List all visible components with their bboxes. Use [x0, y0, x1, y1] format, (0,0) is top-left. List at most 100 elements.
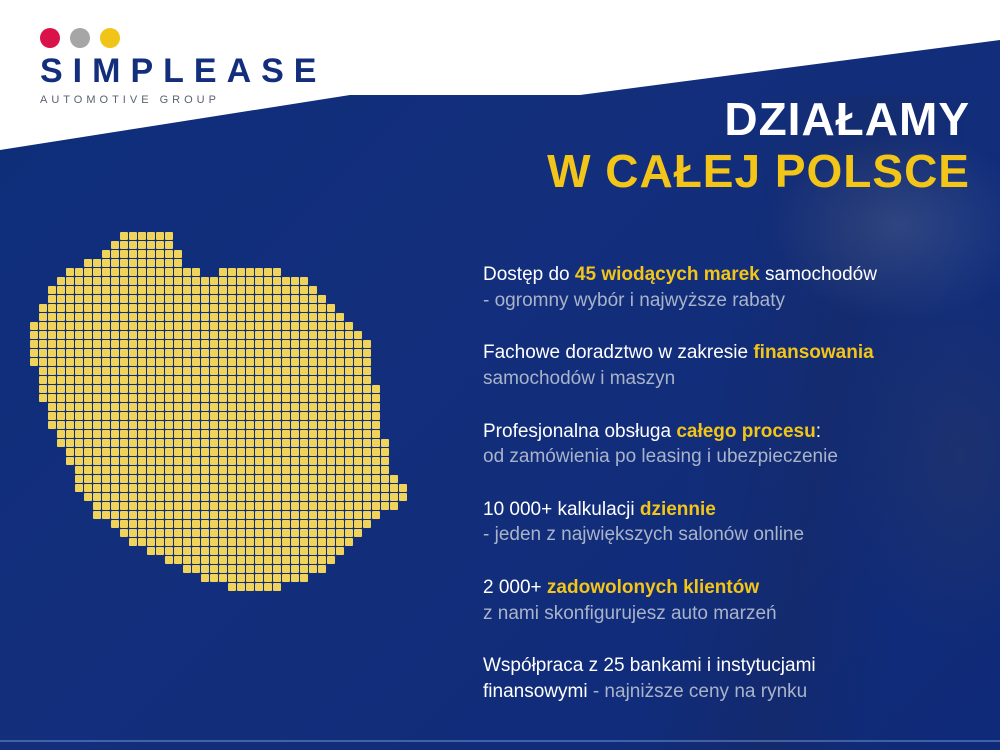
map-dot-cell	[390, 232, 398, 240]
map-dot-cell	[147, 547, 155, 555]
map-dot-cell	[345, 241, 353, 249]
map-dot-cell	[309, 304, 317, 312]
map-dot-cell	[255, 295, 263, 303]
map-dot-cell	[219, 349, 227, 357]
map-dot-cell	[228, 385, 236, 393]
map-dot-cell	[75, 502, 83, 510]
map-dot-cell	[399, 421, 407, 429]
map-dot-cell	[93, 565, 101, 573]
map-dot-cell	[390, 385, 398, 393]
map-dot-cell	[30, 268, 38, 276]
map-dot-cell	[75, 349, 83, 357]
map-dot-cell	[183, 484, 191, 492]
map-dot-cell	[66, 529, 74, 537]
map-dot-cell	[237, 421, 245, 429]
map-dot-cell	[381, 340, 389, 348]
map-dot-cell	[345, 313, 353, 321]
map-dot-cell	[39, 511, 47, 519]
map-dot-cell	[246, 466, 254, 474]
map-dot-cell	[174, 439, 182, 447]
map-dot-cell	[336, 529, 344, 537]
bullet-2-line1: Fachowe doradztwo w zakresie finansowani…	[483, 340, 968, 366]
map-dot-cell	[129, 493, 137, 501]
map-dot-cell	[300, 232, 308, 240]
map-dot-cell	[210, 376, 218, 384]
map-dot-cell	[111, 322, 119, 330]
map-dot-cell	[84, 322, 92, 330]
map-dot-cell	[183, 304, 191, 312]
map-dot-cell	[399, 583, 407, 591]
map-dot-cell	[255, 313, 263, 321]
map-dot-cell	[246, 241, 254, 249]
map-dot-cell	[291, 439, 299, 447]
map-dot-cell	[345, 502, 353, 510]
map-dot-cell	[246, 331, 254, 339]
map-dot-cell	[111, 250, 119, 258]
map-dot-cell	[111, 556, 119, 564]
map-dot-cell	[372, 520, 380, 528]
map-dot-cell	[300, 349, 308, 357]
map-dot-cell	[363, 547, 371, 555]
map-dot-cell	[183, 403, 191, 411]
map-dot-cell	[381, 565, 389, 573]
map-dot-cell	[48, 475, 56, 483]
map-dot-cell	[246, 349, 254, 357]
map-dot-cell	[246, 295, 254, 303]
map-dot-cell	[309, 349, 317, 357]
map-dot-cell	[219, 331, 227, 339]
map-dot-cell	[48, 304, 56, 312]
map-dot-cell	[246, 394, 254, 402]
map-dot-cell	[84, 502, 92, 510]
map-dot-cell	[300, 556, 308, 564]
map-dot-cell	[183, 322, 191, 330]
map-dot-cell	[291, 286, 299, 294]
map-dot-cell	[399, 502, 407, 510]
map-dot-cell	[57, 520, 65, 528]
map-dot-cell	[372, 475, 380, 483]
map-dot-cell	[300, 538, 308, 546]
map-dot-cell	[48, 331, 56, 339]
map-dot-cell	[93, 520, 101, 528]
map-dot-cell	[138, 484, 146, 492]
map-dot-cell	[165, 430, 173, 438]
map-dot-cell	[228, 340, 236, 348]
map-dot-cell	[120, 358, 128, 366]
map-dot-cell	[336, 556, 344, 564]
map-dot-cell	[156, 466, 164, 474]
map-dot-cell	[219, 286, 227, 294]
map-dot-cell	[102, 547, 110, 555]
map-dot-cell	[201, 295, 209, 303]
map-dot-cell	[210, 349, 218, 357]
map-dot-cell	[336, 232, 344, 240]
map-dot-cell	[156, 367, 164, 375]
map-dot-cell	[138, 232, 146, 240]
map-dot-cell	[264, 394, 272, 402]
map-dot-cell	[75, 286, 83, 294]
map-dot-cell	[336, 421, 344, 429]
map-dot-cell	[381, 547, 389, 555]
map-dot-cell	[84, 583, 92, 591]
map-dot-cell	[183, 538, 191, 546]
map-dot-cell	[174, 529, 182, 537]
map-dot-cell	[201, 367, 209, 375]
map-dot-cell	[228, 295, 236, 303]
map-dot-cell	[174, 277, 182, 285]
map-dot-cell	[165, 583, 173, 591]
map-dot-cell	[399, 484, 407, 492]
map-dot-cell	[363, 286, 371, 294]
map-dot-cell	[354, 520, 362, 528]
map-dot-cell	[327, 394, 335, 402]
map-dot-cell	[156, 520, 164, 528]
map-dot-cell	[84, 547, 92, 555]
map-dot-cell	[345, 538, 353, 546]
map-dot-cell	[273, 493, 281, 501]
map-dot-cell	[201, 520, 209, 528]
map-dot-cell	[273, 358, 281, 366]
poland-dot-map	[30, 232, 450, 632]
map-dot-cell	[399, 349, 407, 357]
map-dot-cell	[300, 313, 308, 321]
map-dot-cell	[111, 412, 119, 420]
map-dot-cell	[264, 520, 272, 528]
map-dot-cell	[300, 529, 308, 537]
map-dot-cell	[102, 574, 110, 582]
